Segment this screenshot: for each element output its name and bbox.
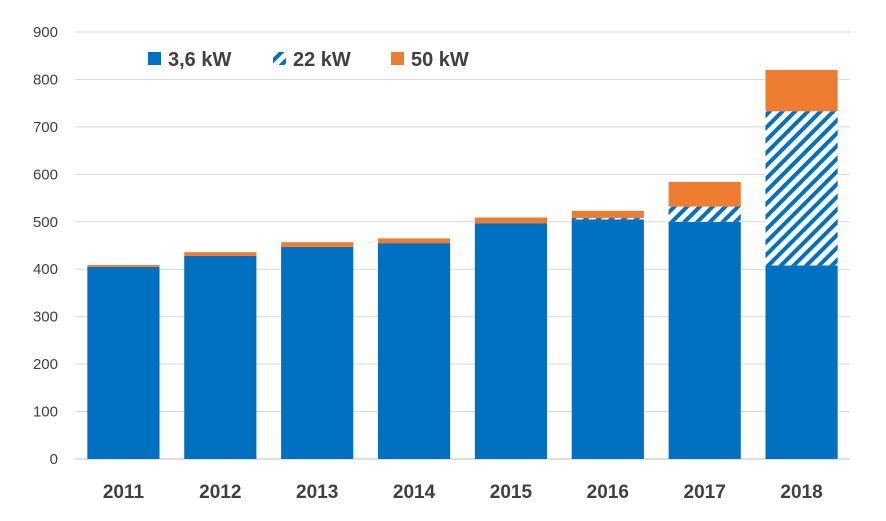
x-tick-label: 2013	[296, 482, 338, 503]
bar-segment-2017-series-0	[668, 221, 741, 459]
legend-label: 3,6 kW	[168, 49, 231, 71]
legend-label: 22 kW	[293, 49, 351, 71]
bar-segment-2015-series-0	[474, 223, 548, 459]
bar-segment-2014-series-0	[377, 243, 451, 459]
bar-segment-2012-series-2	[184, 252, 257, 256]
y-tick-label: 0	[50, 451, 58, 468]
x-tick-label: 2017	[684, 482, 726, 503]
legend-swatch	[273, 52, 286, 65]
bar-segment-2018-series-2	[765, 69, 838, 112]
x-tick-label: 2015	[490, 482, 533, 503]
y-tick-label: 600	[33, 166, 58, 183]
bar-segment-2013-series-2	[281, 242, 354, 247]
x-tick-label: 2016	[587, 482, 629, 503]
y-tick-label: 800	[33, 71, 58, 88]
bar-segment-2015-series-2	[474, 217, 548, 224]
y-tick-label: 200	[33, 356, 58, 373]
x-tick-label: 2018	[780, 482, 822, 503]
bar-segment-2016-series-0	[571, 219, 644, 459]
bar-segment-2016-series-2	[571, 210, 644, 218]
bars	[87, 69, 838, 459]
bar-segment-2018-series-1	[765, 111, 838, 266]
bar-segment-2013-series-0	[281, 246, 354, 459]
legend-label: 50 kW	[411, 49, 469, 71]
bar-segment-2017-series-2	[668, 181, 741, 207]
bar-segment-2012-series-0	[184, 255, 257, 459]
bar-segment-2018-series-0	[765, 265, 838, 459]
legend-swatch	[148, 52, 161, 65]
y-axis: 0 100 200 300 400 500 600 700 800 900	[33, 24, 58, 468]
x-tick-label: 2011	[103, 482, 145, 503]
bar-segment-2016-series-1	[571, 217, 644, 220]
legend: 3,6 kW 22 kW 50 kW	[148, 49, 469, 71]
x-tick-label: 2012	[199, 482, 241, 503]
y-tick-label: 100	[33, 404, 58, 421]
bar-segment-2011-series-2	[87, 264, 160, 267]
legend-swatch	[391, 52, 404, 65]
x-axis: 2011 2012 2013 2014 2015 2016 2017 2018	[103, 482, 823, 503]
x-tick-label: 2014	[393, 482, 436, 503]
y-tick-label: 900	[33, 24, 58, 41]
y-tick-label: 300	[33, 309, 58, 326]
bar-segment-2014-series-2	[377, 238, 451, 244]
y-tick-label: 400	[33, 261, 58, 278]
y-tick-label: 500	[33, 214, 58, 231]
bar-segment-2011-series-0	[87, 266, 160, 459]
bar-segment-2017-series-1	[668, 206, 741, 222]
y-tick-label: 700	[33, 119, 58, 136]
